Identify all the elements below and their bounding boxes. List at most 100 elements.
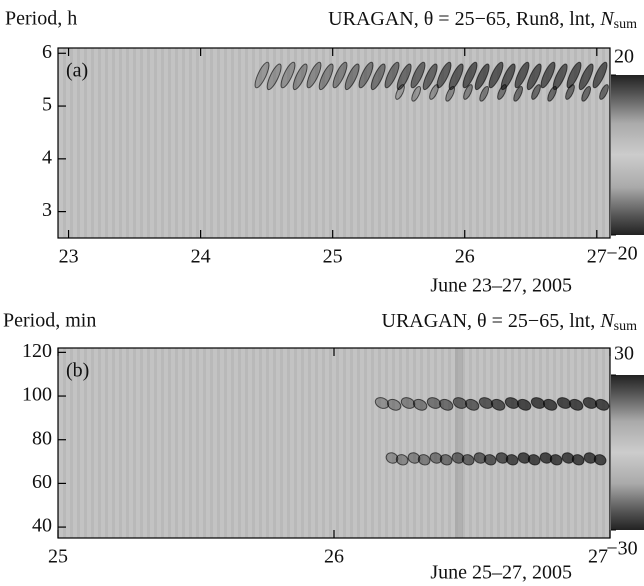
heatmap-blob [370,63,386,91]
heatmap-blob [542,398,558,411]
title-subscript: sum [614,17,637,32]
chart-title: URAGAN, θ = 25−65, Run8, lnt, Nsum [328,8,637,33]
plot-frame [57,47,611,239]
heatmap-blob [280,61,296,89]
heatmap-blob [483,454,497,466]
heatmap-blob [479,85,489,102]
y-tick-label: 5 [42,94,52,116]
colorbar-label: 20 [614,46,634,68]
heatmap-blob [407,452,421,464]
heatmap-blob [386,398,402,411]
colorbar-label: −20 [606,243,637,265]
heatmap-blob [549,454,563,466]
heatmap-blob [445,85,455,102]
y-tick-label: 4 [42,146,52,168]
y-tick-label: 80 [32,427,52,449]
heatmap-blob [464,398,480,411]
heatmap-blob [594,398,610,411]
heatmap-blob [571,454,585,466]
panel-label: (b) [66,360,89,382]
x-axis-label: June 25–27, 2005 [430,562,572,584]
heatmap-blob [592,61,608,89]
x-axis-label: June 23–27, 2005 [430,275,572,297]
y-tick-label: 40 [32,515,52,537]
heatmap-blob [384,61,400,89]
colorbar-label: 30 [614,343,634,365]
y-tick-label: 6 [42,41,52,63]
heatmap-blob [488,61,504,89]
heatmap-blob [412,398,428,411]
heatmap-band [455,348,463,538]
heatmap-blob [463,84,473,100]
heatmap-blob [593,454,607,466]
title-text: URAGAN, θ = 25−65, Run8, lnt, [328,8,600,30]
heatmap-blob [385,452,399,464]
heatmap-blob [332,61,348,89]
heatmap-blob [474,63,490,91]
heatmap-blob [439,454,453,466]
y-axis-label: Period, min [3,310,96,332]
heatmap-blob [429,452,443,464]
title-symbol: N [599,8,615,30]
heatmap-field [58,348,610,538]
heatmap-blob [526,63,542,91]
heatmap-blob [266,63,282,91]
heatmap-blob [422,63,438,91]
y-tick-label: 3 [42,199,52,221]
colorbar [611,375,644,530]
colorbar-label: −30 [606,538,637,560]
y-axis-label: Period, h [5,8,77,30]
colorbar [611,75,644,235]
heatmap-blob [395,84,405,100]
x-tick-label: 23 [59,246,79,268]
y-tick-label: 120 [22,340,52,362]
heatmap-blob [254,61,270,89]
heatmap-blob [344,63,360,91]
heatmap-blob [568,398,584,411]
heatmap-blob [599,84,609,100]
heatmap-blob [395,454,409,466]
title-symbol: N [599,310,615,332]
heatmap-blob [358,61,374,89]
y-tick-label: 100 [22,384,52,406]
heatmap-blob [527,454,541,466]
heatmap-field [58,48,610,238]
heatmap-blob [292,63,308,91]
heatmap-blob [461,454,475,466]
heatmap-blob [497,84,507,100]
heatmap-blob [438,398,454,411]
x-tick-label: 27 [588,546,608,568]
heatmap-blob [513,85,523,102]
heatmap-blob [411,85,421,102]
heatmap-blob [578,63,594,91]
heatmap-blob [500,63,516,91]
heatmap-blob [429,84,439,100]
x-tick-label: 25 [48,546,68,568]
panel-label: (a) [66,60,88,82]
heatmap-blob [505,454,519,466]
heatmap-blob [540,61,556,89]
heatmap-blob [516,398,532,411]
y-tick-label: 60 [32,471,52,493]
heatmap-blob [417,454,431,466]
heatmap-blob [531,84,541,100]
heatmap-blob [410,61,426,89]
x-tick-label: 26 [455,246,475,268]
heatmap-blob [566,61,582,89]
x-tick-label: 24 [191,246,211,268]
heatmap-blob [565,84,575,100]
x-tick-label: 26 [324,546,344,568]
chart-title: URAGAN, θ = 25−65, lnt, Nsum [382,310,638,335]
x-tick-label: 27 [587,246,607,268]
heatmap-blob [306,61,322,89]
heatmap-blob [318,63,334,91]
title-subscript: sum [614,319,637,334]
heatmap-blob [490,398,506,411]
heatmap-blob [547,85,557,102]
title-text: URAGAN, θ = 25−65, lnt, [382,310,601,332]
x-tick-label: 25 [323,246,343,268]
heatmap-blob [514,61,530,89]
heatmap-blob [448,63,464,91]
